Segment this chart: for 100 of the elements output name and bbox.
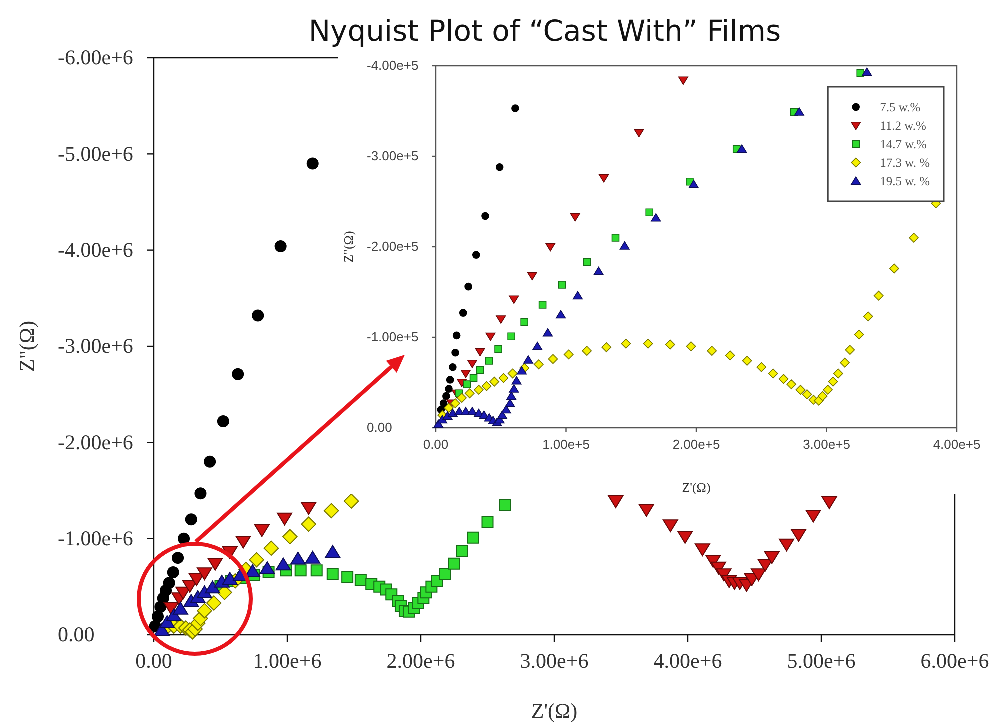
point: [464, 388, 475, 399]
point: [342, 571, 354, 584]
point: [197, 603, 212, 619]
point: [520, 318, 528, 326]
point: [448, 558, 460, 570]
point: [217, 416, 230, 428]
point: [172, 602, 188, 615]
x-tick-label: 4.00e+6: [654, 648, 722, 673]
point: [678, 76, 688, 86]
point: [496, 163, 504, 172]
point: [236, 536, 252, 549]
point: [439, 568, 452, 580]
point: [482, 381, 492, 392]
point: [572, 291, 583, 300]
point: [249, 552, 264, 568]
point: [452, 332, 461, 340]
point: [494, 345, 502, 354]
point: [608, 496, 624, 508]
point: [344, 494, 360, 509]
point: [206, 596, 222, 611]
point: [505, 398, 516, 408]
point: [178, 532, 190, 545]
point: [758, 559, 774, 572]
point: [582, 346, 592, 356]
y-tick-label: -2.00e+6: [58, 430, 134, 454]
legend-label: 7.5 w.%: [880, 100, 921, 114]
point: [863, 312, 874, 322]
point: [512, 104, 520, 112]
point: [768, 368, 778, 379]
point: [516, 366, 527, 375]
point: [264, 540, 280, 556]
point: [464, 282, 472, 291]
point: [290, 552, 306, 565]
x-tick-label: 0.00: [136, 648, 172, 673]
point: [854, 330, 864, 340]
point: [662, 520, 678, 532]
point: [277, 512, 293, 526]
point: [282, 529, 298, 545]
point: [737, 144, 748, 154]
point: [564, 350, 574, 360]
point: [725, 350, 736, 361]
point: [707, 346, 718, 356]
point: [621, 338, 632, 349]
point: [694, 544, 710, 557]
point: [909, 233, 919, 243]
point: [742, 356, 752, 366]
x-tick-label: 4.00e+5: [933, 437, 981, 452]
point: [301, 502, 317, 516]
point: [602, 342, 612, 352]
point: [499, 499, 512, 512]
point: [651, 213, 662, 222]
point: [532, 342, 543, 350]
chart-title: Nyquist Plot of “Cast With” Films: [308, 14, 782, 48]
point: [442, 392, 450, 400]
point: [305, 550, 321, 564]
point: [823, 385, 833, 395]
point: [501, 405, 512, 414]
point: [486, 332, 496, 342]
y-tick-label: -1.00e+6: [58, 526, 134, 551]
point: [444, 403, 454, 414]
point: [194, 488, 207, 500]
point: [778, 374, 789, 384]
point: [822, 496, 838, 510]
point: [508, 332, 516, 340]
point: [862, 68, 872, 76]
point: [204, 456, 216, 468]
x-tick-label: 0.00: [423, 437, 449, 452]
point: [548, 354, 558, 364]
point: [791, 529, 807, 542]
point: [172, 552, 184, 564]
y-axis-title: Z"(Ω): [15, 321, 39, 372]
point: [594, 266, 604, 276]
point: [232, 368, 244, 380]
point: [456, 545, 468, 558]
point: [802, 390, 812, 400]
point: [686, 342, 696, 352]
point: [486, 357, 494, 365]
x-axis-title: Z'(Ω): [682, 480, 711, 495]
point: [476, 366, 484, 374]
point: [324, 503, 340, 519]
point: [326, 568, 339, 580]
point: [556, 310, 566, 319]
point: [542, 328, 554, 337]
x-tick-label: 2.00e+5: [672, 437, 720, 452]
point: [467, 360, 478, 368]
x-tick-label: 6.00e+6: [920, 648, 990, 673]
point: [245, 564, 261, 578]
point: [646, 208, 654, 217]
point: [463, 380, 472, 388]
point: [828, 376, 838, 387]
y-tick-label: -5.00e+6: [58, 142, 134, 166]
point: [756, 362, 767, 372]
point: [509, 296, 520, 304]
point: [301, 516, 317, 532]
point: [508, 368, 518, 379]
point: [437, 415, 448, 424]
y-tick-label: 0.00: [58, 622, 95, 647]
point: [638, 504, 654, 518]
point: [750, 568, 767, 582]
point: [294, 564, 307, 577]
